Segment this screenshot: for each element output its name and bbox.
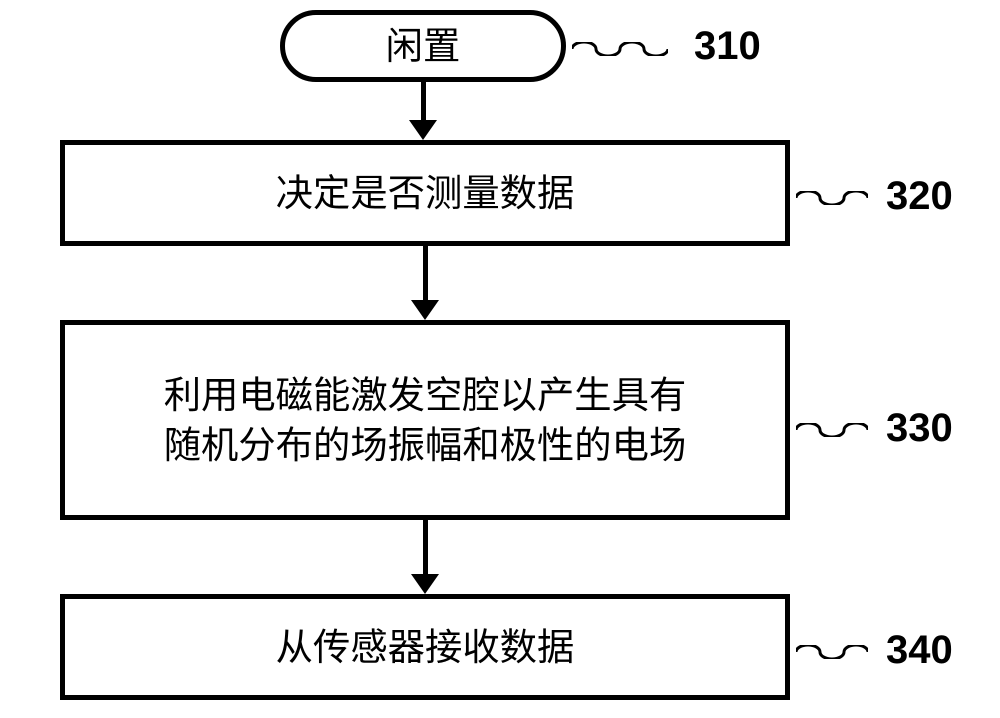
node-idle-text: 闲置 <box>386 21 461 71</box>
arrow-shaft <box>423 246 428 300</box>
node-excite-cavity-text: 利用电磁能激发空腔以产生具有 随机分布的场振幅和极性的电场 <box>164 370 687 471</box>
ref-label-320: 320 <box>886 174 953 219</box>
ref-label-310: 310 <box>694 24 761 69</box>
node-receive-data: 从传感器接收数据 <box>60 594 790 700</box>
ref-label-330: 330 <box>886 406 953 451</box>
node-excite-cavity: 利用电磁能激发空腔以产生具有 随机分布的场振幅和极性的电场 <box>60 320 790 520</box>
node-decide-measure: 决定是否测量数据 <box>60 140 790 246</box>
leader-line <box>796 179 868 213</box>
node-receive-data-text: 从传感器接收数据 <box>276 622 575 672</box>
flowchart-canvas: 闲置 决定是否测量数据 利用电磁能激发空腔以产生具有 随机分布的场振幅和极性的电… <box>0 0 1000 718</box>
arrow-head-icon <box>411 300 439 320</box>
arrow-shaft <box>423 520 428 574</box>
arrow-head-icon <box>411 574 439 594</box>
leader-line <box>796 411 868 445</box>
leader-line <box>572 30 668 64</box>
arrow-head-icon <box>409 120 437 140</box>
arrow-shaft <box>421 82 426 120</box>
leader-line <box>796 633 868 667</box>
node-idle: 闲置 <box>280 10 566 82</box>
node-decide-measure-text: 决定是否测量数据 <box>276 168 575 218</box>
ref-label-340: 340 <box>886 628 953 673</box>
